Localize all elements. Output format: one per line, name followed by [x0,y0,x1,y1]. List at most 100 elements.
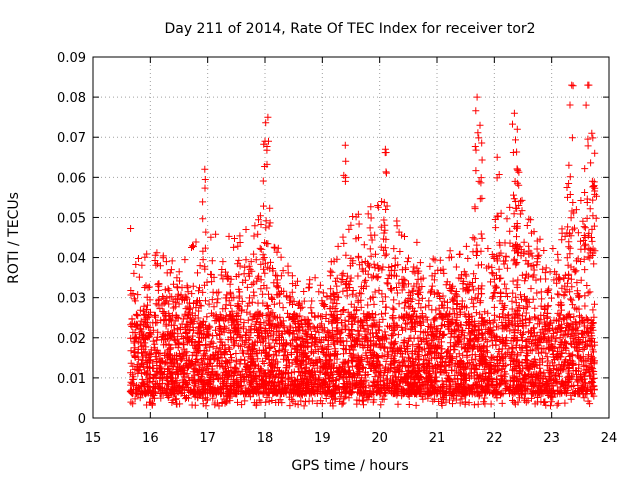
data-point [561,399,569,407]
data-point [544,302,552,310]
data-point [172,400,180,408]
data-point [297,397,305,405]
data-point [375,286,383,294]
data-point [159,252,167,260]
data-point [412,401,420,409]
data-point [490,275,498,283]
data-point [554,290,562,298]
data-point [366,224,374,232]
data-point [553,401,561,409]
data-point [473,252,480,259]
data-point [556,276,564,284]
data-point [521,356,529,363]
data-point [403,258,411,266]
data-point [548,294,555,302]
data-point [537,288,545,296]
data-point [333,274,341,282]
data-point [554,250,562,258]
data-point [489,293,497,301]
data-point [378,395,386,403]
data-point [333,282,341,290]
data-point [422,303,430,311]
data-point [398,353,406,361]
data-point [261,269,269,277]
data-point [543,288,551,296]
data-point [540,247,548,254]
data-point [398,286,406,294]
data-point [245,262,253,270]
data-point [343,272,351,280]
data-point [288,350,295,358]
data-point [543,353,551,361]
data-point [215,288,223,296]
data-point [488,294,496,302]
data-point [368,274,376,282]
data-point [311,274,319,282]
data-point [509,289,517,297]
data-point [294,401,302,409]
data-point [425,297,433,305]
data-point [248,298,256,306]
data-point [487,400,495,408]
data-point [509,277,517,285]
data-point [179,335,187,342]
data-point [240,319,248,327]
data-point [163,269,171,277]
data-point [381,252,389,260]
data-point [320,301,328,309]
data-point [525,215,533,223]
data-point [194,269,201,277]
data-point [374,202,382,209]
data-point [165,286,173,294]
data-point [257,285,265,293]
data-point [533,289,541,297]
data-point [512,299,520,307]
data-point [135,273,143,281]
data-point [432,363,440,371]
data-point [225,232,233,240]
data-point [144,301,151,309]
data-point [538,355,546,363]
data-point [276,299,284,307]
data-point [589,306,597,314]
data-point [305,283,313,291]
data-point [581,189,589,196]
data-point [168,257,176,265]
data-point [364,301,372,309]
data-point [354,272,362,280]
data-point [501,280,509,288]
data-point [383,279,391,287]
data-point [297,304,305,312]
data-point [213,299,221,307]
data-point [405,401,413,408]
data-point [356,289,364,297]
data-point [516,210,524,218]
data-point [139,330,147,338]
data-point [391,364,399,371]
data-point [426,262,434,270]
data-point [449,305,457,313]
data-point [569,351,577,359]
data-point [337,311,345,318]
data-point [389,304,397,312]
data-point [305,397,313,405]
data-point [580,237,588,244]
data-point [262,217,270,225]
data-point [378,310,385,318]
data-point [349,287,357,294]
data-point [247,258,255,266]
data-point [254,274,262,282]
data-point [196,262,204,270]
data-point [143,250,151,258]
data-point [307,348,315,356]
data-point [250,279,258,287]
data-point [377,243,385,251]
data-point [545,285,553,293]
data-point [520,238,528,246]
data-point [127,347,135,355]
data-point [279,304,287,312]
data-point [508,297,516,305]
data-point [472,309,480,317]
data-point [127,359,135,367]
data-point [366,245,374,253]
